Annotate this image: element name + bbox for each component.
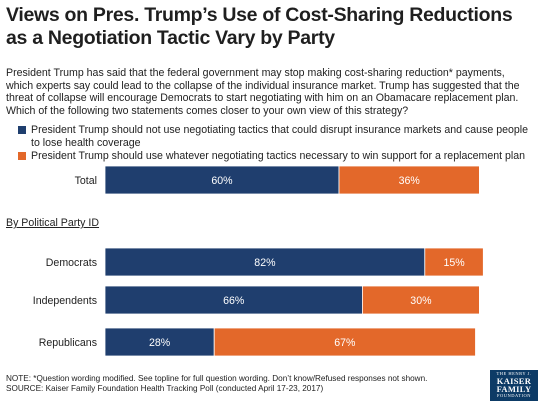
legend-swatch-not-use-tactics <box>18 126 26 134</box>
data-label-total-series-1: 60% <box>211 175 233 187</box>
legend: President Trump should not use negotiati… <box>18 124 530 163</box>
category-label-democrats: Democrats <box>46 257 97 269</box>
data-label-independents-series-1: 66% <box>223 295 245 307</box>
legend-label-use-tactics: President Trump should use whatever nego… <box>31 150 526 163</box>
data-label-democrats-series-1: 82% <box>254 257 276 269</box>
data-label-republicans-series-1: 28% <box>149 337 171 349</box>
logo-line-2: KAISER <box>496 376 532 386</box>
footnote: NOTE: *Question wording modified. See to… <box>6 374 476 395</box>
logo-line-4: FOUNDATION <box>497 393 531 398</box>
data-label-independents-series-2: 30% <box>410 295 432 307</box>
data-label-republicans-series-2: 67% <box>334 337 356 349</box>
bar-independents-series-2 <box>361 285 480 315</box>
legend-label-not-use-tactics: President Trump should not use negotiati… <box>31 124 529 149</box>
footnote-source: SOURCE: Kaiser Family Foundation Health … <box>6 384 324 394</box>
category-label-total: Total <box>75 175 97 187</box>
bar-total-series-2 <box>338 165 480 195</box>
bar-democrats-series-1 <box>104 247 426 277</box>
bar-independents-series-1 <box>104 285 363 315</box>
legend-item-not-use-tactics: President Trump should not use negotiati… <box>18 124 530 149</box>
section-label-party: By Political Party ID <box>6 217 100 229</box>
bar-total-series-1 <box>104 165 340 195</box>
kff-logo: THE HENRY J. KAISER FAMILY FOUNDATION <box>490 370 538 401</box>
data-label-democrats-series-2: 15% <box>443 257 465 269</box>
category-label-republicans: Republicans <box>39 337 97 349</box>
legend-swatch-use-tactics <box>18 152 26 161</box>
logo-line-1: THE HENRY J. <box>496 371 532 376</box>
bar-republicans-series-2 <box>213 327 476 357</box>
logo-line-3: FAMILY <box>496 384 532 394</box>
data-label-total-series-2: 36% <box>399 175 421 187</box>
footnote-note: NOTE: *Question wording modified. See to… <box>6 374 428 383</box>
chart-title: Views on Pres. Trump’s Use of Cost-Shari… <box>6 4 513 49</box>
category-label-independents: Independents <box>33 295 97 307</box>
bar-democrats-series-2 <box>424 247 484 277</box>
question-text: President Trump has said that the federa… <box>6 67 520 117</box>
legend-item-use-tactics: President Trump should use whatever nego… <box>18 150 530 163</box>
